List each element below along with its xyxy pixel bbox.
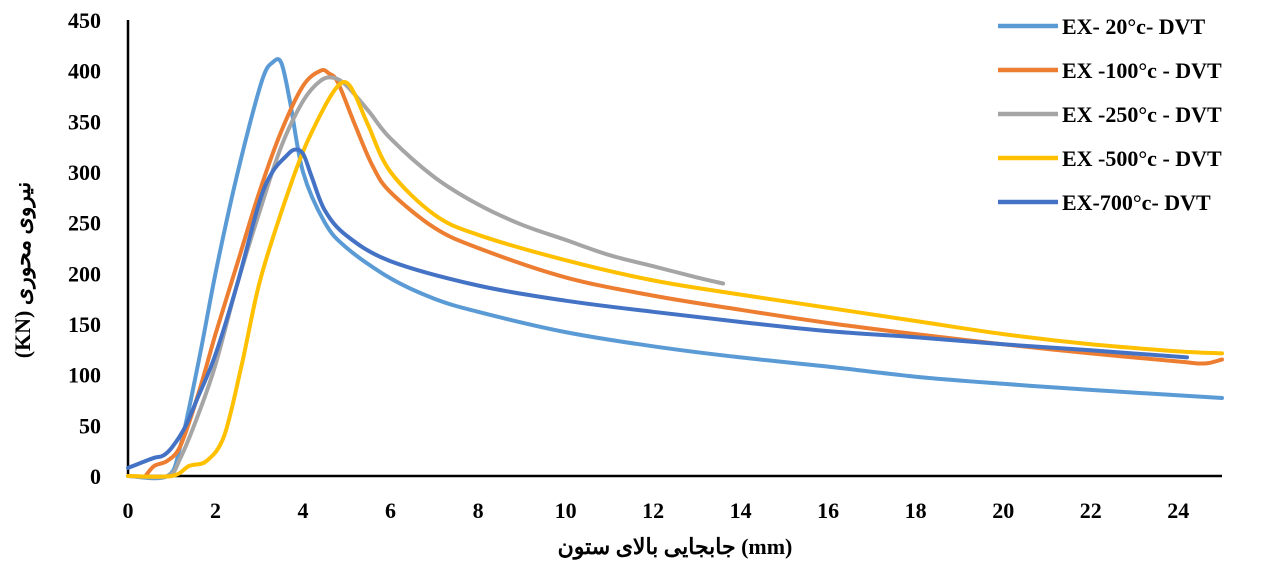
x-tick-label: 14	[730, 498, 752, 523]
x-axis-title: جابجایی بالای ستون (mm)	[558, 534, 793, 560]
series-line-1	[126, 57, 1224, 481]
legend-label: EX -100°c - DVT	[1062, 58, 1222, 83]
y-tick-label: 200	[68, 261, 101, 286]
y-tick-label: 350	[68, 109, 101, 134]
x-tick-label: 22	[1080, 498, 1102, 523]
x-tick-label: 12	[642, 498, 664, 523]
series-lines	[126, 57, 1224, 481]
y-tick-labels: 0 50 100 150 200 250 300 350 400 450	[68, 8, 101, 489]
y-tick-label: 150	[68, 312, 101, 337]
legend-item: EX -500°c - DVT	[998, 146, 1222, 171]
x-tick-label: 8	[473, 498, 484, 523]
legend-item: EX- 20°c- DVT	[998, 14, 1206, 39]
x-tick-label: 18	[905, 498, 927, 523]
series-line-3	[126, 75, 726, 480]
x-tick-label: 20	[992, 498, 1014, 523]
legend-item: EX-700°c- DVT	[998, 190, 1211, 215]
y-tick-label: 0	[90, 464, 101, 489]
x-tick-label: 24	[1167, 498, 1189, 523]
axes	[126, 20, 1222, 478]
series-line-4	[126, 80, 1224, 479]
legend-label: EX- 20°c- DVT	[1062, 14, 1206, 39]
y-tick-label: 300	[68, 160, 101, 185]
y-tick-label: 250	[68, 211, 101, 236]
y-axis-title: (KN) نیروی محوری	[10, 182, 36, 359]
y-tick-label: 50	[79, 413, 101, 438]
legend-label: EX -250°c - DVT	[1062, 102, 1222, 127]
x-tick-label: 2	[210, 498, 221, 523]
legend-item: EX -250°c - DVT	[998, 102, 1222, 127]
x-tick-label: 0	[123, 498, 134, 523]
x-tick-label: 4	[298, 498, 309, 523]
y-tick-label: 450	[68, 8, 101, 33]
legend-item: EX -100°c - DVT	[998, 58, 1222, 83]
x-tick-label: 6	[385, 498, 396, 523]
series-line-5	[126, 147, 1189, 470]
y-tick-label: 100	[68, 363, 101, 388]
legend: EX- 20°c- DVT EX -100°c - DVT EX -250°c - …	[998, 14, 1222, 215]
legend-label: EX-700°c- DVT	[1062, 190, 1211, 215]
x-tick-label: 10	[555, 498, 577, 523]
legend-label: EX -500°c - DVT	[1062, 146, 1222, 171]
y-tick-label: 400	[68, 59, 101, 84]
x-tick-label: 16	[817, 498, 839, 523]
x-tick-labels: 0 2 4 6 8 10 12 14 16 18 20 22 24	[123, 498, 1190, 523]
